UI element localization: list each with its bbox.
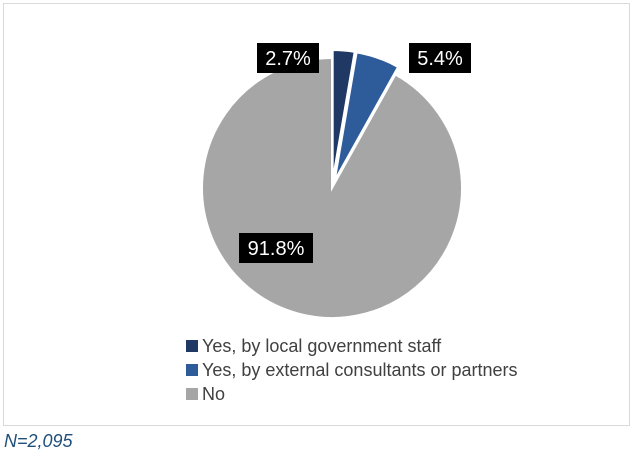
legend-label-no: No bbox=[202, 383, 226, 404]
data-label-text-local-government-staff: 2.7% bbox=[265, 48, 311, 70]
pie-slice-local-government-staff bbox=[331, 49, 356, 181]
legend-swatch-no bbox=[186, 388, 198, 400]
data-label-box-external-consultants bbox=[409, 43, 471, 73]
legend-item-no: No bbox=[186, 382, 518, 406]
data-label-local-government-staff: 2.7% bbox=[257, 43, 319, 73]
data-label-no: 91.8% bbox=[239, 233, 313, 263]
legend-item-local-government-staff: Yes, by local government staff bbox=[186, 334, 518, 358]
data-label-external-consultants: 5.4% bbox=[409, 43, 471, 73]
data-label-box-no bbox=[239, 233, 313, 263]
legend-item-external-consultants: Yes, by external consultants or partners bbox=[186, 358, 518, 382]
pie-slice-external-consultants bbox=[333, 51, 400, 181]
data-label-text-external-consultants: 5.4% bbox=[417, 48, 463, 70]
pie-slice-no bbox=[201, 56, 463, 319]
legend-label-local-government-staff: Yes, by local government staff bbox=[202, 335, 442, 356]
sample-size-note: N=2,095 bbox=[4, 431, 73, 451]
legend-label-external-consultants: Yes, by external consultants or partners bbox=[202, 359, 518, 380]
data-label-box-local-government-staff bbox=[257, 43, 319, 73]
data-label-text-no: 91.8% bbox=[248, 238, 305, 260]
legend-swatch-external-consultants bbox=[186, 364, 198, 376]
pie-chart: 2.7% 5.4% 91.8% bbox=[201, 43, 471, 319]
chart-legend: Yes, by local government staff Yes, by e… bbox=[186, 334, 518, 406]
legend-swatch-local-government-staff bbox=[186, 340, 198, 352]
